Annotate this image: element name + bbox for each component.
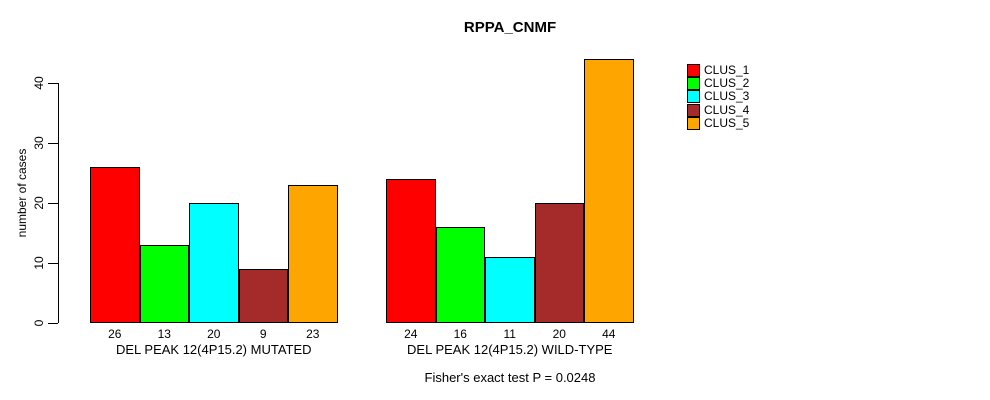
bar-clus_3 bbox=[485, 257, 535, 323]
y-tick-mark bbox=[48, 262, 58, 264]
bar-clus_4 bbox=[534, 203, 584, 323]
bar-value-label: 9 bbox=[259, 327, 267, 341]
bar-clus_5 bbox=[584, 59, 634, 323]
legend-swatch-clus_4 bbox=[687, 103, 700, 117]
bar-value-label: 44 bbox=[602, 327, 616, 341]
y-tick-label: 20 bbox=[32, 196, 46, 210]
y-axis-line bbox=[58, 83, 59, 323]
bar-value-label: 20 bbox=[552, 327, 566, 341]
legend-label: CLUS_1 bbox=[704, 63, 750, 77]
legend-label: CLUS_4 bbox=[704, 102, 750, 117]
legend-swatch-clus_3 bbox=[687, 90, 700, 104]
y-tick-label: 10 bbox=[32, 256, 46, 270]
y-axis-label: number of cases bbox=[15, 148, 29, 238]
bar-clus_1 bbox=[90, 167, 140, 323]
y-tick-mark bbox=[48, 142, 58, 144]
bar-clus_4 bbox=[238, 269, 288, 323]
legend-label: CLUS_5 bbox=[704, 115, 750, 130]
bar-value-label: 24 bbox=[404, 327, 418, 341]
legend-swatch-clus_1 bbox=[687, 64, 700, 77]
legend-swatch-clus_5 bbox=[687, 116, 700, 130]
y-tick-mark bbox=[48, 322, 58, 324]
bar-clus_2 bbox=[435, 227, 485, 323]
bar-clus_3 bbox=[189, 203, 239, 323]
bar-value-label: 11 bbox=[503, 327, 516, 341]
y-tick-mark bbox=[48, 82, 58, 84]
group-label: DEL PEAK 12(4P15.2) MUTATED bbox=[115, 342, 312, 357]
bar-clus_2 bbox=[139, 245, 189, 323]
y-tick-label: 0 bbox=[32, 319, 46, 327]
bar-value-label: 20 bbox=[207, 327, 221, 341]
y-tick-label: 40 bbox=[32, 76, 46, 90]
y-tick-label: 30 bbox=[32, 136, 46, 150]
bar-clus_1 bbox=[386, 179, 436, 323]
legend-label: CLUS_2 bbox=[704, 76, 750, 91]
group-label: DEL PEAK 12(4P15.2) WILD-TYPE bbox=[407, 342, 613, 357]
bar-value-label: 13 bbox=[157, 327, 171, 341]
bar-value-label: 26 bbox=[108, 327, 122, 341]
legend-label: CLUS_3 bbox=[704, 89, 750, 104]
y-tick-mark bbox=[48, 202, 58, 204]
legend-swatch-clus_2 bbox=[687, 77, 700, 91]
bar-value-label: 23 bbox=[306, 327, 320, 341]
chart-title: RPPA_CNMF bbox=[463, 19, 557, 36]
bar-clus_5 bbox=[288, 185, 338, 323]
fisher-test-note: Fisher's exact test P = 0.0248 bbox=[424, 370, 596, 385]
bar-value-label: 16 bbox=[453, 327, 467, 341]
